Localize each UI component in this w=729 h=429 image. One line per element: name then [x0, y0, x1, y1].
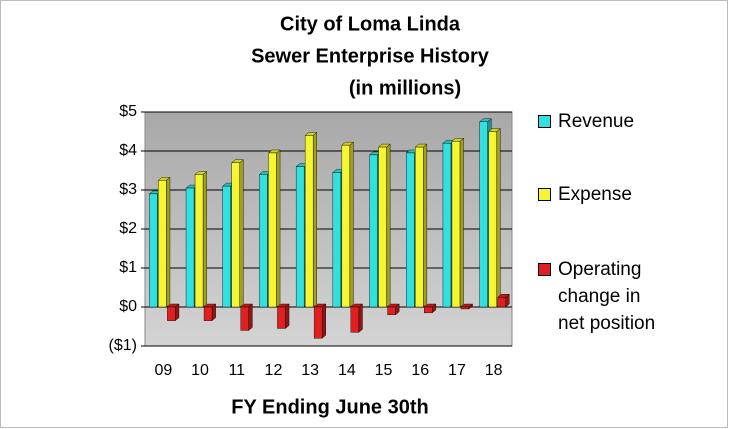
bar: [157, 176, 171, 308]
bar-front: [497, 297, 506, 308]
chart-title: City of Loma Linda: [280, 13, 461, 35]
x-tick-label: 16: [411, 362, 429, 379]
legend-label: Operating change in net position: [558, 259, 656, 334]
y-tick-label: $3: [119, 181, 137, 198]
y-tick-label: $4: [119, 142, 137, 159]
bar-front: [158, 180, 167, 308]
bar-side: [496, 128, 501, 308]
bar-front: [406, 152, 415, 308]
bar-front: [259, 174, 268, 308]
bar-side: [312, 131, 317, 308]
bar-side: [349, 141, 354, 308]
chart-title: Sewer Enterprise History: [251, 45, 490, 67]
legend-item: Operating change in net position: [538, 256, 688, 337]
x-tick-label: 15: [375, 362, 393, 379]
bar-front: [231, 162, 240, 308]
y-tick-label: $5: [119, 103, 137, 120]
bar-side: [386, 143, 391, 308]
bar-side: [423, 143, 428, 308]
bar-side: [321, 303, 326, 339]
bar: [497, 293, 510, 308]
legend-label: Revenue: [558, 111, 635, 132]
legend-label: Expense: [558, 184, 632, 205]
legend-swatch: [538, 263, 551, 276]
bar: [267, 149, 281, 308]
x-tick-label: 12: [265, 362, 283, 379]
bar-side: [248, 303, 253, 331]
x-tick-label: 18: [485, 362, 503, 379]
bar: [488, 128, 501, 308]
bar-front: [167, 306, 176, 321]
bar-front: [387, 306, 396, 316]
bar-front: [415, 146, 424, 308]
bar-side: [285, 303, 290, 329]
bar: [231, 159, 244, 308]
bar-front: [378, 146, 387, 308]
bar-front: [149, 193, 158, 308]
bar-side: [239, 159, 244, 308]
y-tick-label: $0: [119, 298, 137, 315]
bar: [166, 303, 180, 322]
bar-side: [166, 176, 171, 308]
bar-front: [277, 306, 286, 329]
bar-front: [240, 306, 249, 331]
bar-front: [479, 121, 488, 308]
bar-front: [194, 174, 204, 308]
y-tick-label: ($1): [109, 337, 137, 354]
bar: [194, 170, 208, 308]
bar-front: [488, 131, 497, 308]
y-tick-label: $2: [119, 220, 137, 237]
legend-item: Revenue: [538, 108, 688, 135]
bar: [276, 303, 290, 329]
bar-front: [341, 144, 351, 308]
bar-front: [185, 187, 195, 308]
bar-front: [268, 152, 277, 308]
bar: [423, 303, 437, 314]
legend-item: Expense: [538, 181, 688, 208]
bar: [350, 303, 364, 333]
bar: [451, 137, 465, 308]
bar-front: [451, 141, 461, 308]
x-tick-label: 17: [448, 362, 466, 379]
x-axis-title: FY Ending June 30th: [231, 396, 428, 418]
bar-front: [203, 306, 213, 321]
x-tick-label: 11: [228, 362, 245, 379]
bar: [414, 143, 428, 308]
chart-title: (in millions): [349, 77, 461, 99]
legend-swatch: [538, 115, 551, 128]
bar-front: [332, 172, 342, 308]
legend: Revenue Expense Operating change in net po…: [538, 108, 688, 337]
bar: [460, 303, 474, 310]
x-tick-label: 10: [191, 362, 209, 379]
bar-front: [313, 306, 323, 339]
bar: [203, 303, 217, 322]
bar-side: [276, 149, 281, 308]
bar-front: [442, 142, 452, 308]
bar-front: [304, 135, 314, 308]
bar: [377, 143, 391, 308]
bar: [341, 141, 355, 308]
legend-swatch: [538, 188, 551, 201]
x-tick-label: 14: [338, 362, 356, 379]
y-tick-label: $1: [119, 259, 137, 276]
x-tick-label: 13: [301, 362, 319, 379]
bar: [240, 303, 253, 331]
bar: [304, 131, 318, 308]
bar-side: [202, 170, 207, 308]
bar: [386, 303, 400, 316]
bar-front: [369, 154, 378, 308]
bar-front: [460, 306, 470, 310]
bar-front: [424, 306, 433, 314]
bar-side: [459, 137, 464, 308]
x-tick-label: 09: [154, 362, 172, 379]
bar-front: [295, 166, 305, 308]
bar-front: [222, 185, 231, 308]
bar-side: [358, 303, 363, 333]
bar: [313, 303, 327, 339]
bar-front: [350, 306, 360, 333]
